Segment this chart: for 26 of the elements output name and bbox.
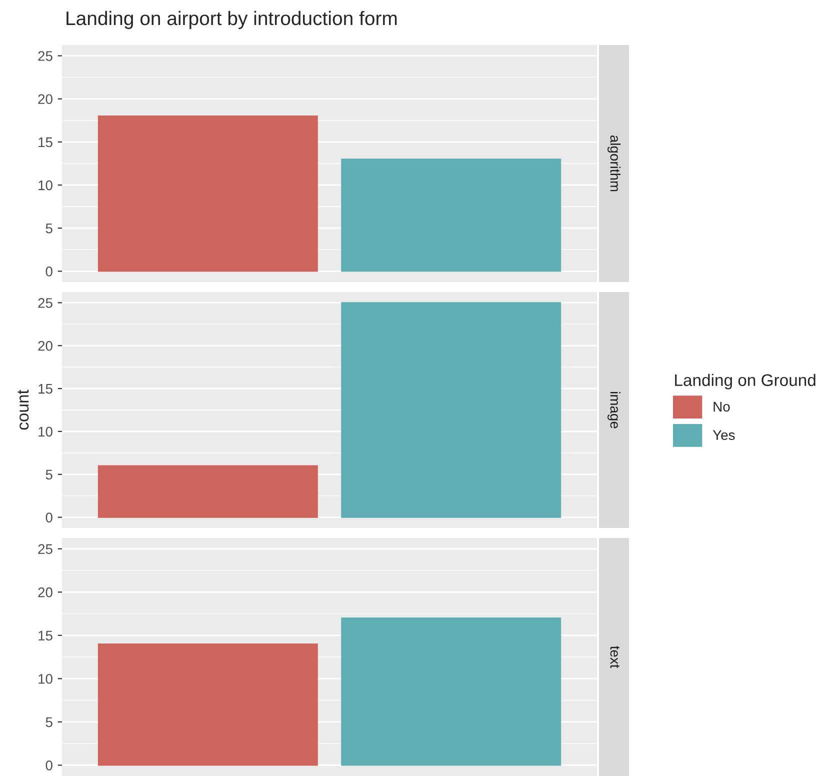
text: algorithm (608, 136, 620, 192)
y-tick-label: 0 (46, 760, 52, 770)
y-tick-label: 25 (38, 544, 52, 554)
y-tick-label: 25 (38, 298, 52, 308)
legend-label: No (714, 402, 730, 412)
y-tick-label: 20 (38, 94, 52, 104)
y-tick-label: 10 (38, 674, 52, 684)
y-tick-label: 10 (38, 426, 52, 437)
text: text (610, 646, 620, 668)
y-tick-label: 0 (46, 512, 52, 522)
y-tick-label: 5 (46, 717, 52, 728)
y-tick-label: 0 (46, 266, 52, 276)
y-tick-label: 5 (46, 224, 52, 234)
y-tick-label: 5 (46, 470, 52, 480)
y-axis-title: count (18, 390, 29, 430)
y-tick-label: 10 (38, 180, 52, 190)
y-tick-label: 25 (38, 51, 52, 61)
text: image (608, 392, 620, 428)
chart-title: Landing on airport by introduction form (66, 10, 397, 30)
y-tick-label: 20 (38, 587, 52, 598)
y-tick-label: 15 (38, 137, 52, 148)
y-tick-label: 15 (38, 384, 52, 394)
legend-label: Yes (712, 430, 735, 440)
legend-title: Landing on Ground (675, 374, 816, 390)
y-tick-label: 15 (38, 630, 52, 641)
y-tick-label: 20 (38, 340, 52, 351)
